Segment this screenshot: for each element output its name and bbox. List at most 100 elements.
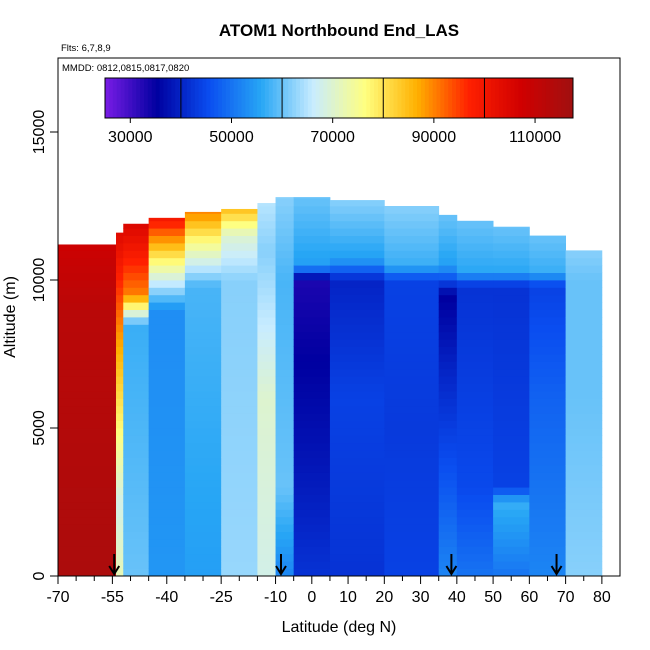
curtain-cell <box>123 250 150 259</box>
curtain-cell <box>565 339 603 347</box>
curtain-cell <box>184 324 222 333</box>
curtain-cell <box>384 257 440 266</box>
x-tick-label: 60 <box>520 589 538 606</box>
colorbar-segment <box>537 78 543 118</box>
curtain-cell <box>565 272 603 281</box>
curtain-cell <box>148 539 186 547</box>
curtain-cell <box>184 509 222 518</box>
curtain-cell <box>275 472 295 481</box>
curtain-cell <box>438 465 458 473</box>
curtain-cell <box>123 361 150 370</box>
curtain-cell <box>384 265 440 273</box>
curtain-cell <box>116 368 124 377</box>
curtain-cell <box>275 331 295 340</box>
curtain-cell <box>384 398 440 407</box>
colorbar-segment <box>319 78 324 118</box>
curtain-cell <box>293 561 331 569</box>
x-axis: -70 -55 -40 -25 -10 0 10 20 30 40 50 60 70 80 <box>46 576 611 606</box>
curtain-cell <box>275 568 295 576</box>
curtain-cell <box>184 339 222 347</box>
curtain-cell <box>293 376 331 384</box>
curtain-cell <box>438 442 458 451</box>
curtain-cell <box>529 457 567 466</box>
curtain-cell <box>438 546 458 555</box>
curtain-cell <box>529 442 567 451</box>
curtain-cell <box>275 450 295 458</box>
curtain-cell <box>116 257 124 266</box>
curtain-cell <box>58 539 117 547</box>
curtain-cell <box>123 368 150 377</box>
colorbar-frame <box>104 77 574 119</box>
curtain-cell <box>384 487 440 495</box>
curtain-cell <box>116 413 124 421</box>
colorbar-segment <box>549 78 554 118</box>
curtain-cell <box>148 257 186 266</box>
curtain-cell <box>438 405 458 414</box>
curtain-cell <box>123 539 150 547</box>
curtain-cell <box>384 354 440 362</box>
curtain-cell <box>184 494 222 503</box>
colorbar-segment <box>413 78 418 118</box>
curtain-cell <box>184 546 222 555</box>
curtain-cell <box>565 472 603 481</box>
curtain-cell <box>116 442 124 451</box>
curtain-cell <box>493 243 530 251</box>
curtain-cell <box>493 354 530 362</box>
curtain-cell <box>565 531 603 540</box>
colorbar-segment <box>510 78 515 118</box>
colorbar-segment <box>202 78 207 118</box>
curtain-cell <box>184 524 222 532</box>
curtain-cell <box>529 294 567 303</box>
curtain-cell <box>493 502 530 510</box>
curtain-cell <box>221 398 258 407</box>
curtain-cell <box>493 294 530 303</box>
curtain-cell <box>275 198 295 207</box>
curtain-cell <box>329 339 385 347</box>
curtain-cell <box>116 331 124 340</box>
curtain-cell <box>221 546 258 555</box>
curtain-cell <box>148 368 186 377</box>
chart-title: ATOM1 Northbound End_LAS <box>219 21 459 40</box>
colorbar-segment <box>155 78 160 118</box>
curtain-cell <box>384 561 440 569</box>
curtain-cell <box>148 235 186 244</box>
curtain-cell <box>257 361 276 370</box>
curtain-cell <box>529 257 567 266</box>
curtain-cell <box>329 457 385 466</box>
curtain-cell <box>116 465 124 473</box>
colorbar-segment <box>186 78 192 118</box>
curtain-cell <box>438 243 458 251</box>
curtain-cell <box>275 539 295 547</box>
colorbar-segment <box>366 78 371 118</box>
curtain-cell <box>275 309 295 318</box>
colorbar-segment <box>475 78 480 118</box>
curtain-cell <box>565 324 603 333</box>
colorbar-segment <box>444 78 449 118</box>
curtain-cell <box>456 516 494 525</box>
curtain-cell <box>221 331 258 340</box>
curtain-cell <box>116 302 124 310</box>
curtain-column <box>293 197 331 576</box>
curtain-cell <box>529 317 567 325</box>
curtain-cell <box>456 553 494 562</box>
curtain-cell <box>116 346 124 355</box>
curtain-cell <box>493 339 530 347</box>
curtain-cell <box>384 302 440 310</box>
colorbar-segment <box>350 78 355 118</box>
curtain-cell <box>293 250 331 259</box>
curtain-cell <box>438 339 458 347</box>
curtain-cell <box>329 302 385 310</box>
colorbar-segment <box>225 78 231 118</box>
curtain-cell <box>148 339 186 347</box>
curtain-cell <box>184 243 222 251</box>
colorbar-segment <box>502 78 508 118</box>
curtain-cell <box>565 354 603 362</box>
curtain-cell <box>275 206 295 214</box>
curtain-cell <box>275 339 295 347</box>
curtain-cell <box>565 405 603 414</box>
curtain-cell <box>384 339 440 347</box>
curtain-cell <box>293 494 331 503</box>
curtain-cell <box>529 280 567 288</box>
curtain-cell <box>58 324 117 333</box>
